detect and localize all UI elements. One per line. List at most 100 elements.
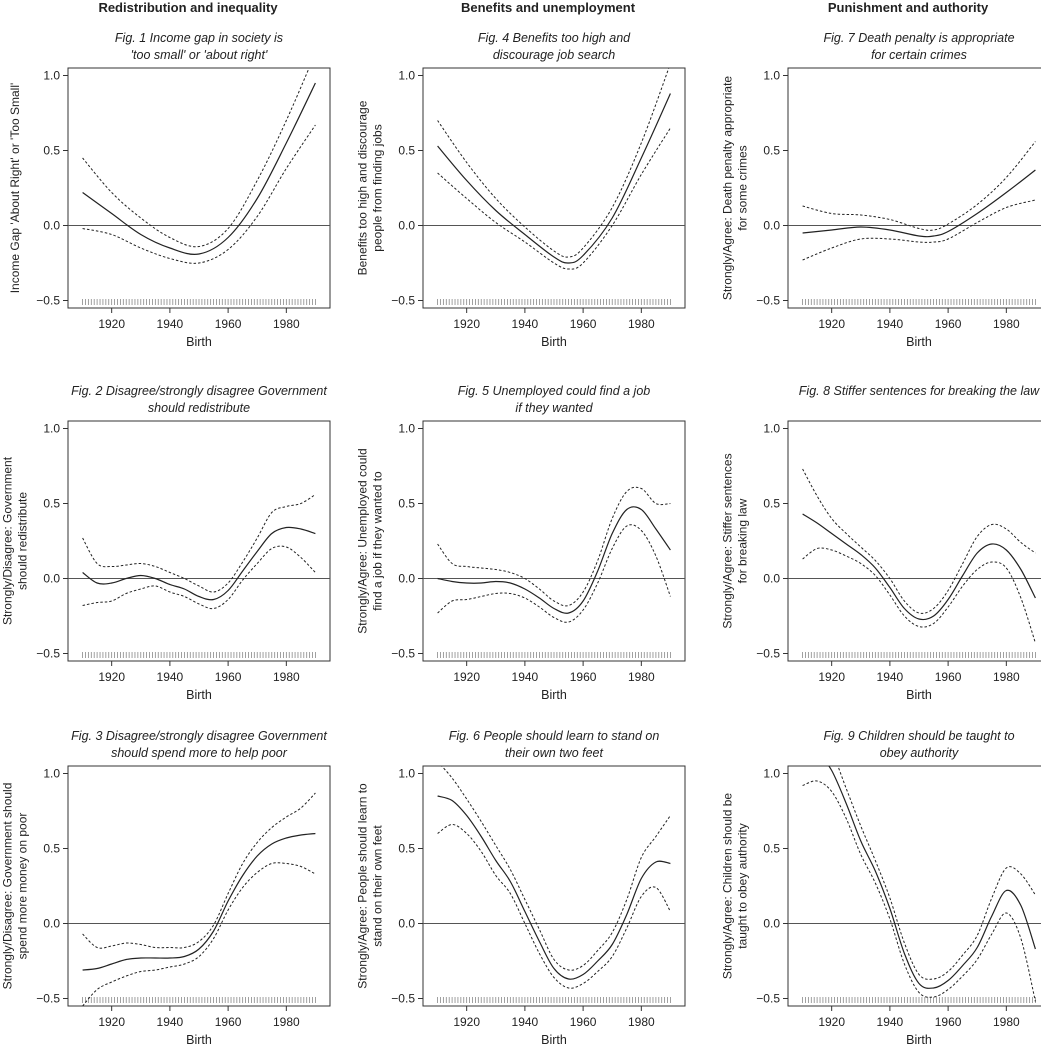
x-axis-label: Birth xyxy=(906,688,932,702)
y-tick-label: 0.0 xyxy=(763,572,780,586)
x-axis-label: Birth xyxy=(186,688,212,702)
upper-ci-line xyxy=(82,792,316,949)
x-tick-label: 1980 xyxy=(628,670,655,684)
chart-panel-3: Fig. 3 Disagree/strongly disagree Govern… xyxy=(1,729,331,1046)
chart-title-line: Fig. 5 Unemployed could find a job xyxy=(458,384,651,398)
chart-title: Fig. 4 Benefits too high and discourage j… xyxy=(478,31,631,62)
chart-title-line: their own two feet xyxy=(505,746,603,760)
x-axis-label: Birth xyxy=(541,335,567,349)
rug-plot xyxy=(437,299,671,305)
estimate-line xyxy=(82,832,316,971)
plot-frame xyxy=(787,420,1041,662)
estimate-line xyxy=(82,82,316,255)
x-tick-label: 1920 xyxy=(453,1015,480,1029)
y-tick-label: 0.0 xyxy=(398,219,415,233)
x-tick-label: 1960 xyxy=(570,317,597,331)
plot-frame xyxy=(787,67,1041,309)
x-tick-label: 1920 xyxy=(818,670,845,684)
chart-title: Fig. 3 Disagree/strongly disagree Govern… xyxy=(71,729,327,760)
lower-ci-line xyxy=(802,199,1036,261)
y-tick-label: 0.0 xyxy=(43,572,60,586)
y-tick-label: 1.0 xyxy=(398,767,415,781)
chart-title-line: 'too small' or 'about right' xyxy=(131,48,268,62)
x-tick-label: 1980 xyxy=(993,670,1020,684)
x-tick-label: 1920 xyxy=(818,1015,845,1029)
chart-title-line: for certain crimes xyxy=(871,48,967,62)
rug-plot xyxy=(437,997,671,1003)
lower-ci-line xyxy=(802,547,1036,644)
x-axis-label: Birth xyxy=(906,1033,932,1046)
y-axis-label: Strongly/Agree: Children should betaught… xyxy=(721,793,750,979)
y-tick-label: −0.5 xyxy=(391,294,415,308)
rug-plot xyxy=(82,997,316,1003)
chart-panel-8: Fig. 8 Stiffer sentences for breaking th… xyxy=(721,384,1041,702)
y-axis-label-line: Strongly/Agree: People should learn to xyxy=(356,783,370,989)
x-tick-label: 1980 xyxy=(993,317,1020,331)
y-axis-label-line: Strongly/Disagree: Government should xyxy=(1,783,15,990)
chart-title: Fig. 2 Disagree/strongly disagree Govern… xyxy=(71,384,327,415)
y-tick-label: 0.5 xyxy=(43,842,60,856)
plot-frame xyxy=(422,765,686,1007)
y-tick-label: −0.5 xyxy=(36,992,60,1006)
x-tick-label: 1940 xyxy=(157,1015,184,1029)
y-tick-label: 0.0 xyxy=(398,572,415,586)
x-axis-label: Birth xyxy=(186,1033,212,1046)
y-axis-label-line: find a job if they wanted to xyxy=(371,471,385,611)
plot-frame xyxy=(422,420,686,662)
y-tick-label: 1.0 xyxy=(763,767,780,781)
y-tick-label: 0.0 xyxy=(43,219,60,233)
y-axis-label-line: should redistribute xyxy=(16,492,30,590)
y-tick-label: 0.5 xyxy=(398,842,415,856)
y-axis-label-line: Strongly/Agree: Death penalty appropriat… xyxy=(721,76,735,300)
estimate-line xyxy=(437,795,671,980)
y-axis-label: Benefits too high and discouragepeople f… xyxy=(356,100,385,275)
chart-panel-4: Fig. 4 Benefits too high and discourage j… xyxy=(356,31,686,349)
y-tick-label: −0.5 xyxy=(36,294,60,308)
rug-plot xyxy=(437,652,671,658)
upper-ci-line xyxy=(437,68,670,258)
x-tick-label: 1960 xyxy=(935,317,962,331)
chart-title-line: discourage job search xyxy=(493,48,615,62)
x-tick-label: 1960 xyxy=(935,670,962,684)
plot-frame xyxy=(422,67,686,309)
x-tick-label: 1920 xyxy=(453,670,480,684)
lower-ci-line xyxy=(82,862,316,1006)
y-tick-label: 0.5 xyxy=(398,497,415,511)
chart-panel-6: Fig. 6 People should learn to stand on th… xyxy=(356,729,686,1046)
plot-frame xyxy=(67,765,331,1007)
x-tick-label: 1940 xyxy=(512,1015,539,1029)
y-axis-label-line: spend more money on poor xyxy=(16,813,30,960)
lower-ci-line xyxy=(437,127,671,270)
x-tick-label: 1940 xyxy=(512,670,539,684)
x-tick-label: 1960 xyxy=(215,670,242,684)
rug-plot xyxy=(802,652,1036,658)
y-tick-label: 0.0 xyxy=(763,219,780,233)
chart-title-line: Fig. 3 Disagree/strongly disagree Govern… xyxy=(71,729,327,743)
y-axis-label: Strongly/Agree: Unemployed couldfind a j… xyxy=(356,448,385,633)
upper-ci-line xyxy=(82,68,310,248)
y-tick-label: 1.0 xyxy=(43,767,60,781)
y-tick-label: −0.5 xyxy=(756,294,780,308)
x-tick-label: 1980 xyxy=(628,317,655,331)
chart-panel-5: Fig. 5 Unemployed could find a job if the… xyxy=(356,384,686,702)
chart-title: Fig. 7 Death penalty is appropriate for c… xyxy=(823,31,1014,62)
y-tick-label: −0.5 xyxy=(391,992,415,1006)
y-axis-label-line: Strongly/Agree: Children should be xyxy=(721,793,735,979)
x-tick-label: 1960 xyxy=(570,1015,597,1029)
estimate-line xyxy=(437,93,671,264)
rug-plot xyxy=(82,652,316,658)
upper-ci-line xyxy=(437,486,671,607)
chart-title-line: should spend more to help poor xyxy=(111,746,288,760)
estimate-line xyxy=(437,506,671,614)
estimate-line xyxy=(82,526,316,601)
y-axis-label: Strongly/Disagree: Government shouldspen… xyxy=(1,783,30,990)
chart-title-line: Fig. 6 People should learn to stand on xyxy=(449,729,660,743)
column-header-redistribution: Redistribution and inequality xyxy=(98,0,278,15)
estimate-line xyxy=(802,513,1036,621)
chart-panel-7: Fig. 7 Death penalty is appropriate for c… xyxy=(721,31,1041,349)
y-axis-label-line: Benefits too high and discourage xyxy=(356,100,370,275)
y-tick-label: 1.0 xyxy=(763,69,780,83)
estimate-line xyxy=(828,766,1036,989)
y-tick-label: −0.5 xyxy=(756,992,780,1006)
